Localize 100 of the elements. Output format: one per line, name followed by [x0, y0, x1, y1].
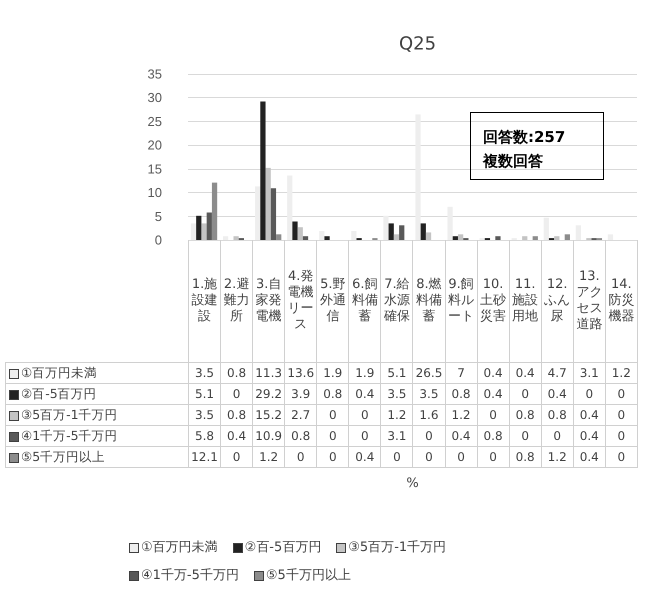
- x-tick-label: 12.ふん尿: [541, 240, 574, 362]
- data-label: 1.2: [380, 404, 413, 426]
- y-tick-label: 35: [148, 66, 162, 82]
- data-label: 5.1: [188, 384, 221, 404]
- data-label: 0.4: [509, 362, 542, 384]
- data-label: 3.9: [284, 384, 317, 404]
- data-label: 0: [605, 426, 638, 446]
- legend-label: ⑤5千万円以上: [6, 446, 188, 468]
- y-tick-label: 25: [148, 114, 162, 129]
- data-label: 0.8: [220, 404, 253, 426]
- data-label: 3.5: [188, 362, 221, 384]
- data-label: 5.8: [188, 426, 221, 446]
- data-label: 1.2: [605, 362, 638, 384]
- x-tick-label: 8.燃料備蓄: [412, 240, 445, 362]
- bar: [576, 225, 582, 240]
- data-label: 0.8: [509, 446, 542, 468]
- data-label: 0: [605, 446, 638, 468]
- data-label: 1.9: [348, 362, 381, 384]
- bar: [399, 225, 404, 240]
- data-label: 0: [445, 446, 478, 468]
- y-tick-label: 20: [148, 138, 162, 153]
- data-label: 0: [477, 404, 510, 426]
- data-label: 0: [541, 426, 574, 446]
- data-label: 0.8: [541, 404, 574, 426]
- bar: [394, 234, 400, 240]
- data-label: 4.7: [541, 362, 574, 384]
- bar: [206, 212, 212, 240]
- x-tick-label: 13.アクセス道路: [573, 240, 606, 362]
- x-tick-label: 14.防災機器: [605, 240, 638, 362]
- data-label: 0: [412, 426, 445, 446]
- bar: [190, 223, 196, 240]
- bar: [196, 216, 202, 240]
- text: ②百-5百万円: [244, 540, 322, 555]
- data-label: 0: [477, 446, 510, 468]
- data-label: 10.9: [252, 426, 285, 446]
- data-label: 0.8: [220, 362, 253, 384]
- data-label: 29.2: [252, 384, 285, 404]
- text: ④1千万-5千万円: [141, 568, 239, 583]
- data-label: 3.1: [573, 362, 606, 384]
- data-label: 13.6: [284, 362, 317, 384]
- data-label: 0.4: [573, 426, 606, 446]
- bar: [458, 234, 464, 240]
- data-label: 0.4: [477, 384, 510, 404]
- data-label: 0.8: [445, 384, 478, 404]
- data-label: 7: [445, 362, 478, 384]
- bar: [292, 222, 298, 240]
- data-label: 0: [509, 384, 542, 404]
- data-label: 11.3: [252, 362, 285, 384]
- y-tick-label: 5: [154, 208, 162, 224]
- y-tick-label: 30: [148, 90, 162, 106]
- text: ⑤5千万円以上: [266, 568, 351, 583]
- legend-label: ④1千万-5千万円: [6, 426, 188, 446]
- x-tick-label: 10.土砂災害: [477, 240, 510, 362]
- x-tick-label: 4.発電機リース: [284, 240, 317, 362]
- data-label: 0.4: [573, 446, 606, 468]
- data-label: 0: [316, 426, 349, 446]
- bar: [495, 236, 501, 240]
- x-tick-label: 6.飼料備蓄: [348, 240, 381, 362]
- data-label: 3.1: [380, 426, 413, 446]
- bar: [522, 236, 528, 240]
- bar: [452, 236, 458, 240]
- data-label: 3.5: [412, 384, 445, 404]
- text: ①百万円未満: [141, 540, 218, 555]
- data-label: 0.4: [541, 384, 574, 404]
- data-label: 12.1: [188, 446, 221, 468]
- y-tick-label: 10: [148, 185, 162, 200]
- y-tick-label: 0: [154, 232, 162, 248]
- bar: [302, 236, 308, 240]
- y-tick-label: 15: [148, 161, 162, 176]
- bar: [383, 216, 389, 240]
- bar: [212, 182, 218, 240]
- legend-label: ①百万円未満: [6, 362, 188, 384]
- data-label: 0.4: [573, 404, 606, 426]
- data-label: 0: [220, 446, 253, 468]
- data-label: 0.4: [348, 384, 381, 404]
- data-label: 0.4: [348, 446, 381, 468]
- annotation: 複数回答: [483, 151, 544, 172]
- data-label: 0: [348, 404, 381, 426]
- data-label: 1.2: [252, 446, 285, 468]
- text: ③5百万-1千万円: [348, 540, 446, 555]
- data-label: 1.2: [445, 404, 478, 426]
- data-label: 0: [220, 384, 253, 404]
- legend-label: ②百-5百万円: [6, 384, 188, 404]
- bar: [426, 232, 432, 240]
- bar: [298, 227, 303, 240]
- bar: [447, 206, 453, 240]
- bar: [608, 234, 614, 240]
- data-label: 5.1: [380, 362, 413, 384]
- bar: [270, 188, 276, 240]
- bar: [287, 175, 292, 240]
- x-tick-label: 11.施設用地: [509, 240, 542, 362]
- text: %: [406, 476, 419, 491]
- bar: [415, 114, 421, 240]
- data-label: 0.4: [477, 362, 510, 384]
- bar: [351, 230, 357, 240]
- bar: [276, 234, 282, 240]
- data-label: 0.4: [220, 426, 253, 446]
- data-label: 3.5: [380, 384, 413, 404]
- bar: [201, 223, 207, 240]
- bar: [255, 186, 260, 240]
